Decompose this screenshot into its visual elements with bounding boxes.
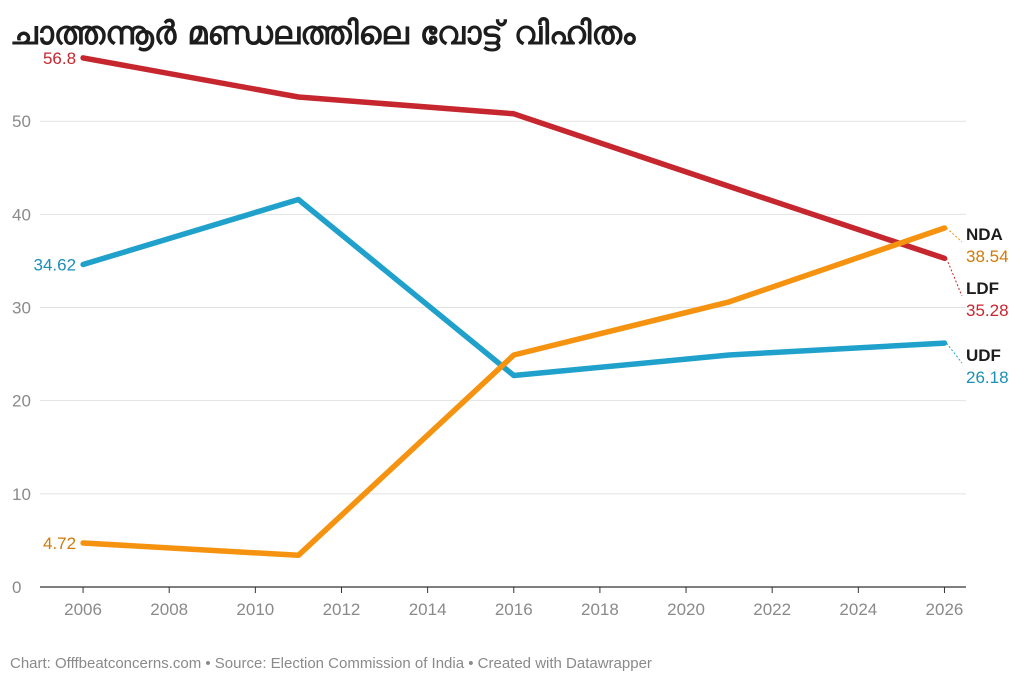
end-label-value-nda: 38.54 (966, 247, 1009, 266)
chart-title: ചാത്തന്നൂർ മണ്ഡലത്തിലെ വോട്ട് വിഹിതം (10, 14, 636, 52)
x-tick-label: 2018 (581, 600, 619, 619)
x-tick-label: 2014 (409, 600, 447, 619)
start-label-nda: 4.72 (43, 534, 76, 553)
series-line-ldf (80, 55, 948, 262)
end-label-connector-nda (946, 227, 963, 243)
x-tick-label: 2008 (150, 600, 188, 619)
x-tick-label: 2020 (667, 600, 705, 619)
x-tick-label: 2026 (926, 600, 964, 619)
x-tick-label: 2022 (753, 600, 791, 619)
y-tick-label: 40 (12, 205, 31, 224)
x-tick-label: 2010 (236, 600, 274, 619)
x-tick-label: 2006 (64, 600, 102, 619)
y-tick-label: 50 (12, 112, 31, 131)
start-label-ldf: 56.8 (43, 49, 76, 68)
series-line-udf (80, 196, 948, 379)
x-tick-label: 2012 (323, 600, 361, 619)
y-tick-label: 20 (12, 392, 31, 411)
x-tick-label: 2024 (839, 600, 877, 619)
y-tick-label: 30 (12, 299, 31, 318)
x-tick-label: 2016 (495, 600, 533, 619)
end-label-name-ldf: LDF (966, 279, 999, 298)
y-tick-label: 0 (12, 578, 21, 597)
y-tick-label: 10 (12, 485, 31, 504)
chart-footer: Chart: Offfbeatconcerns.com • Source: El… (10, 655, 652, 672)
end-label-name-nda: NDA (966, 225, 1003, 244)
end-label-connector-ldf (946, 258, 963, 297)
end-label-name-udf: UDF (966, 346, 1001, 365)
end-label-value-udf: 26.18 (966, 368, 1009, 387)
series-line-nda (80, 225, 948, 559)
end-label-connector-udf (946, 342, 963, 364)
end-label-value-ldf: 35.28 (966, 301, 1009, 320)
start-label-udf: 34.62 (34, 255, 77, 274)
